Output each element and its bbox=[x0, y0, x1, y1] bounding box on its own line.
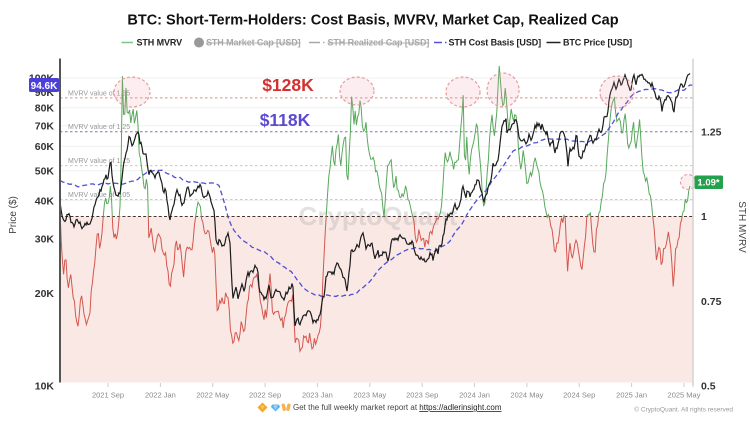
svg-text:30K: 30K bbox=[35, 234, 55, 246]
svg-text:MVRV value of 1.25: MVRV value of 1.25 bbox=[68, 124, 130, 131]
svg-text:1.25: 1.25 bbox=[701, 126, 722, 138]
svg-text:2023 Sep: 2023 Sep bbox=[406, 391, 438, 400]
svg-text:Price ($): Price ($) bbox=[8, 196, 19, 234]
svg-text:STH Cost Basis [USD]: STH Cost Basis [USD] bbox=[449, 38, 542, 48]
svg-text:1: 1 bbox=[701, 211, 707, 223]
svg-text:2023 Jan: 2023 Jan bbox=[302, 391, 333, 400]
svg-text:2021 Sep: 2021 Sep bbox=[92, 391, 124, 400]
svg-text:2022 Sep: 2022 Sep bbox=[249, 391, 281, 400]
svg-text:MVRV value of 1.15: MVRV value of 1.15 bbox=[68, 158, 130, 165]
svg-text:2024 May: 2024 May bbox=[510, 391, 543, 400]
svg-text:BTC: Short-Term-Holders: Cost: BTC: Short-Term-Holders: Cost Basis, MVR… bbox=[127, 13, 618, 29]
svg-text:50K: 50K bbox=[35, 165, 55, 177]
svg-text:2022 May: 2022 May bbox=[196, 391, 229, 400]
svg-text:2024 Jan: 2024 Jan bbox=[459, 391, 490, 400]
svg-text:BTC Price [USD]: BTC Price [USD] bbox=[563, 38, 632, 48]
svg-text:2025 May: 2025 May bbox=[668, 391, 701, 400]
svg-text:2022 Jan: 2022 Jan bbox=[145, 391, 176, 400]
svg-text:2024 Sep: 2024 Sep bbox=[563, 391, 595, 400]
svg-text:STH Market Cap [USD]: STH Market Cap [USD] bbox=[206, 38, 301, 48]
svg-text:0.75: 0.75 bbox=[701, 296, 722, 308]
svg-text:94.6K: 94.6K bbox=[31, 81, 58, 92]
svg-text:80K: 80K bbox=[35, 103, 55, 115]
svg-text:© CryptoQuant. All rights rese: © CryptoQuant. All rights reserved bbox=[634, 406, 733, 414]
svg-text:1.09*: 1.09* bbox=[697, 178, 719, 189]
svg-text:STH Realized Cap [USD]: STH Realized Cap [USD] bbox=[328, 38, 430, 48]
svg-text:2023 May: 2023 May bbox=[353, 391, 386, 400]
svg-text:Get the full weekly market rep: Get the full weekly market report at htt… bbox=[293, 403, 502, 412]
svg-text:10K: 10K bbox=[35, 381, 55, 393]
svg-text:0.5: 0.5 bbox=[701, 381, 716, 393]
svg-text:STH MVRV: STH MVRV bbox=[137, 38, 183, 48]
svg-text:MVRV value of 1.35: MVRV value of 1.35 bbox=[68, 90, 130, 97]
svg-text:60K: 60K bbox=[35, 141, 55, 153]
svg-text:2025 Jan: 2025 Jan bbox=[616, 391, 647, 400]
svg-text:$118K: $118K bbox=[260, 110, 311, 130]
svg-text:STH MVRV: STH MVRV bbox=[736, 201, 747, 253]
svg-text:$128K: $128K bbox=[262, 75, 314, 95]
svg-text:70K: 70K bbox=[35, 120, 55, 132]
svg-text:20K: 20K bbox=[35, 288, 55, 300]
svg-text:40K: 40K bbox=[35, 195, 55, 207]
